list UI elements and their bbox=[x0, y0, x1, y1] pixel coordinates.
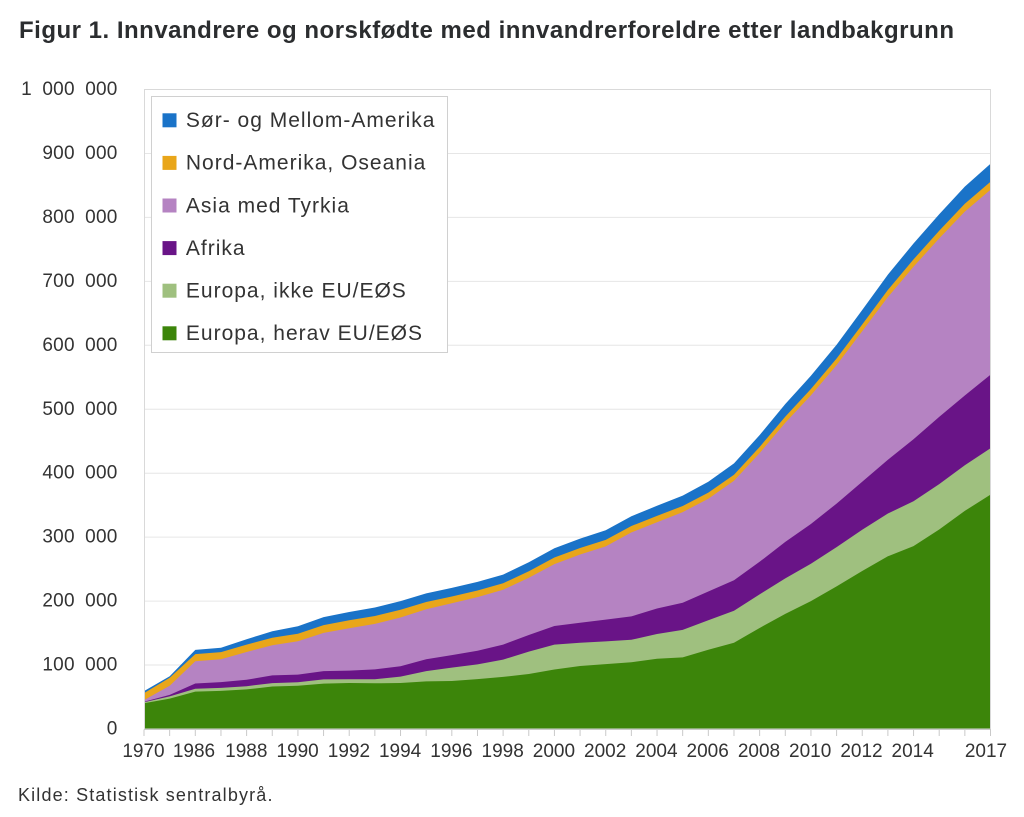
svg-text:900 000: 900 000 bbox=[42, 143, 117, 164]
svg-text:Asia med Tyrkia: Asia med Tyrkia bbox=[186, 194, 350, 217]
svg-text:2004: 2004 bbox=[635, 741, 678, 762]
svg-text:2008: 2008 bbox=[738, 741, 780, 762]
svg-text:Kilde: Statistisk sentralbyrå.: Kilde: Statistisk sentralbyrå. bbox=[18, 785, 274, 805]
svg-text:400 000: 400 000 bbox=[42, 463, 117, 484]
svg-text:800 000: 800 000 bbox=[42, 207, 117, 228]
svg-text:1992: 1992 bbox=[328, 741, 370, 762]
svg-text:1986: 1986 bbox=[173, 741, 215, 762]
svg-text:2006: 2006 bbox=[687, 741, 729, 762]
svg-text:Europa, herav EU/EØS: Europa, herav EU/EØS bbox=[186, 322, 423, 345]
svg-text:0: 0 bbox=[107, 719, 118, 740]
svg-text:500 000: 500 000 bbox=[42, 399, 117, 420]
svg-text:Figur 1. Innvandrere og norskf: Figur 1. Innvandrere og norskfødte med i… bbox=[19, 17, 954, 44]
svg-text:Sør- og Mellom-Amerika: Sør- og Mellom-Amerika bbox=[186, 109, 436, 132]
svg-text:Afrika: Afrika bbox=[186, 237, 246, 260]
svg-text:1988: 1988 bbox=[225, 741, 267, 762]
svg-text:1998: 1998 bbox=[482, 741, 524, 762]
svg-text:1990: 1990 bbox=[276, 741, 318, 762]
svg-text:200 000: 200 000 bbox=[42, 591, 117, 612]
svg-text:700 000: 700 000 bbox=[42, 271, 117, 292]
svg-text:300 000: 300 000 bbox=[42, 527, 117, 548]
svg-text:2010: 2010 bbox=[789, 741, 831, 762]
svg-text:600 000: 600 000 bbox=[42, 335, 117, 356]
svg-text:2014: 2014 bbox=[892, 741, 935, 762]
svg-text:100 000: 100 000 bbox=[42, 655, 117, 676]
svg-text:2012: 2012 bbox=[840, 741, 882, 762]
svg-text:1996: 1996 bbox=[430, 741, 472, 762]
svg-text:2002: 2002 bbox=[584, 741, 626, 762]
svg-text:2017: 2017 bbox=[965, 741, 1007, 762]
svg-text:Nord-Amerika, Oseania: Nord-Amerika, Oseania bbox=[186, 152, 426, 175]
svg-text:1 000 000: 1 000 000 bbox=[21, 79, 117, 100]
svg-text:1994: 1994 bbox=[379, 741, 422, 762]
svg-text:1970: 1970 bbox=[122, 741, 164, 762]
svg-text:2000: 2000 bbox=[533, 741, 575, 762]
svg-text:Europa, ikke EU/EØS: Europa, ikke EU/EØS bbox=[186, 280, 407, 303]
